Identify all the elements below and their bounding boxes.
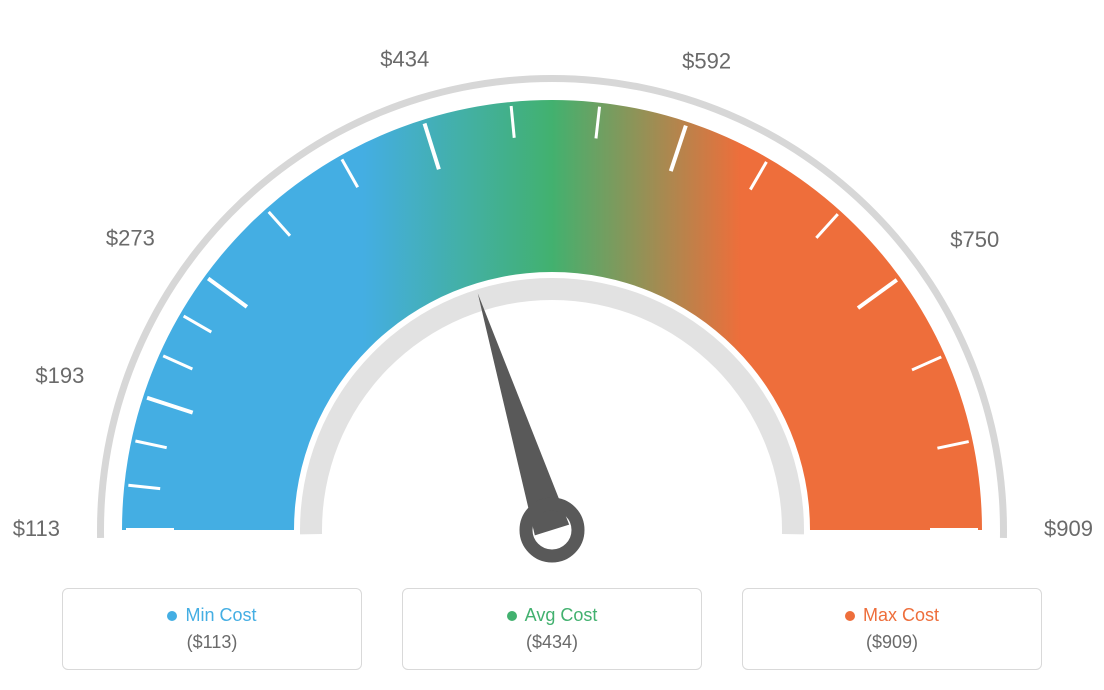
gauge-tick-label: $750 [950,227,999,252]
avg-cost-card: Avg Cost ($434) [402,588,702,670]
max-cost-title: Max Cost [845,605,939,626]
gauge-chart: $113 $193 $273 $434 $592 $750 $909 [0,0,1104,570]
gauge-svg: $113 $193 $273 $434 $592 $750 $909 [0,30,1104,590]
max-cost-value: ($909) [866,632,918,653]
max-cost-label: Max Cost [863,605,939,626]
avg-cost-label: Avg Cost [525,605,598,626]
dot-icon [507,611,517,621]
min-cost-value: ($113) [187,632,238,653]
min-cost-label: Min Cost [185,605,256,626]
min-cost-card: Min Cost ($113) [62,588,362,670]
avg-cost-value: ($434) [526,632,578,653]
summary-cards-row: Min Cost ($113) Avg Cost ($434) Max Cost… [0,588,1104,670]
gauge-tick-label: $592 [682,49,731,74]
dot-icon [167,611,177,621]
gauge-tick-label: $193 [35,363,84,388]
avg-cost-title: Avg Cost [507,605,598,626]
min-cost-title: Min Cost [167,605,256,626]
gauge-tick-label: $434 [380,46,429,71]
gauge-tick-label: $909 [1044,516,1093,541]
max-cost-card: Max Cost ($909) [742,588,1042,670]
gauge-tick-label: $113 [13,516,60,541]
dot-icon [845,611,855,621]
gauge-tick-label: $273 [106,225,155,250]
